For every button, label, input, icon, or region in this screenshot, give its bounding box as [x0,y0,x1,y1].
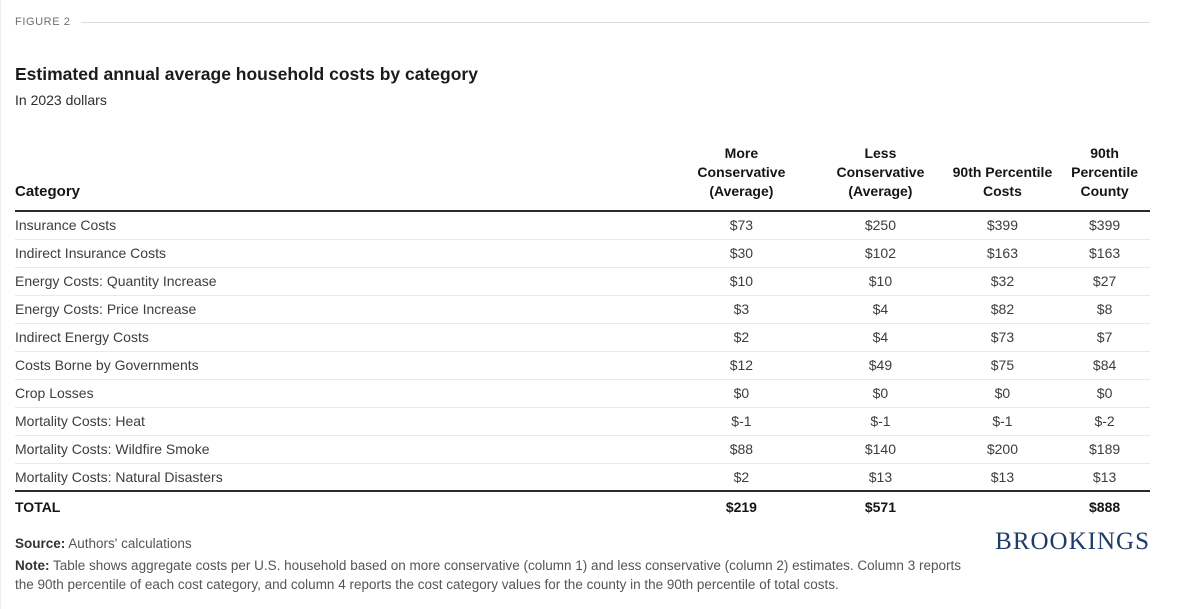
row-value: $0 [945,379,1060,408]
table-row: Costs Borne by Governments $12 $49 $75 $… [15,351,1150,380]
total-value [946,491,1060,522]
row-value: $3 [667,295,816,324]
row-value: $8 [1059,295,1150,324]
row-value: $399 [945,211,1060,240]
row-value: $0 [1059,379,1150,408]
row-category: Crop Losses [15,379,668,408]
table-header-row: Category More Conservative (Average) Les… [15,144,1150,212]
row-value: $-1 [945,407,1060,436]
row-value: $189 [1059,435,1150,464]
row-value: $75 [945,351,1060,380]
figure-footer: Source: Authors' calculations Note: Tabl… [15,528,1150,594]
row-value: $102 [815,239,946,268]
note-paragraph: Note: Table shows aggregate costs per U.… [15,557,977,594]
row-category: Insurance Costs [15,211,668,240]
table-row: Crop Losses $0 $0 $0 $0 [15,379,1150,408]
row-category: Mortality Costs: Natural Disasters [15,463,668,492]
column-header-90th-percentile-county: 90th Percentile County [1059,144,1150,212]
column-header-label: 90th Percentile County [1071,145,1139,199]
row-value: $13 [815,463,946,492]
table-row: Energy Costs: Price Increase $3 $4 $82 $… [15,295,1150,324]
source-text: Authors' calculations [68,536,192,551]
note-label: Note: [15,558,50,573]
row-value: $84 [1059,351,1150,380]
figure-header-rule [80,21,1150,23]
row-value: $13 [945,463,1060,492]
figure-label-row: FIGURE 2 [15,16,1150,28]
column-header-label: 90th Percentile Costs [952,164,1053,199]
row-value: $-1 [815,407,946,436]
page-subtitle: In 2023 dollars [15,92,107,108]
row-value: $2 [667,463,816,492]
row-value: $73 [945,323,1060,352]
row-value: $-1 [667,407,816,436]
row-value: $82 [945,295,1060,324]
table-body: Insurance Costs $73 $250 $399 $399 Indir… [15,211,1150,492]
source-label: Source: [15,536,66,551]
row-category: Indirect Energy Costs [15,323,668,352]
brookings-logo: BROOKINGS [995,528,1150,555]
row-value: $4 [815,323,946,352]
table-row: Energy Costs: Quantity Increase $10 $10 … [15,267,1150,296]
row-category: Mortality Costs: Wildfire Smoke [15,435,668,464]
row-value: $163 [945,239,1060,268]
row-value: $140 [815,435,946,464]
column-header-category: Category [15,144,668,212]
row-value: $200 [945,435,1060,464]
table-row: Indirect Insurance Costs $30 $102 $163 $… [15,239,1150,268]
row-category: Mortality Costs: Heat [15,407,668,436]
table-row: Insurance Costs $73 $250 $399 $399 [15,211,1150,240]
row-value: $250 [815,211,946,240]
row-value: $32 [945,267,1060,296]
total-label: TOTAL [15,499,61,515]
table-footer: TOTAL $219 $571 $888 [15,491,1150,522]
row-value: $73 [667,211,816,240]
table-header: Category More Conservative (Average) Les… [15,144,1150,212]
costs-table: Category More Conservative (Average) Les… [15,144,1150,522]
row-category: Indirect Insurance Costs [15,239,668,268]
row-value: $10 [667,267,816,296]
total-value: $888 [1089,499,1121,515]
row-category: Energy Costs: Price Increase [15,295,668,324]
table-row: Mortality Costs: Heat $-1 $-1 $-1 $-2 [15,407,1150,436]
row-value: $399 [1059,211,1150,240]
row-value: $0 [815,379,946,408]
column-header-label: Less Conservative (Average) [836,145,925,199]
row-value: $4 [815,295,946,324]
row-value: $88 [667,435,816,464]
row-value: $10 [815,267,946,296]
row-value: $30 [667,239,816,268]
row-value: $12 [667,351,816,380]
source-line: Source: Authors' calculations [15,536,1150,551]
row-value: $0 [667,379,816,408]
row-value: $49 [815,351,946,380]
column-header-more-conservative: More Conservative (Average) [667,144,816,212]
total-value: $219 [725,499,757,515]
row-value: $-2 [1059,407,1150,436]
figure-label: FIGURE 2 [15,16,71,28]
table-row: Indirect Energy Costs $2 $4 $73 $7 [15,323,1150,352]
row-value: $13 [1059,463,1150,492]
total-value: $571 [864,499,896,515]
table-row: Mortality Costs: Wildfire Smoke $88 $140… [15,435,1150,464]
row-value: $27 [1059,267,1150,296]
column-header-90th-percentile-costs: 90th Percentile Costs [945,144,1060,212]
row-category: Energy Costs: Quantity Increase [15,267,668,296]
figure-page: FIGURE 2 Estimated annual average househ… [1,0,1183,594]
note-text: Table shows aggregate costs per U.S. hou… [15,558,961,592]
row-value: $2 [667,323,816,352]
page-title: Estimated annual average household costs… [15,64,478,84]
row-value: $163 [1059,239,1150,268]
row-category: Costs Borne by Governments [15,351,668,380]
row-value: $7 [1059,323,1150,352]
column-header-label: More Conservative (Average) [697,145,786,199]
column-header-less-conservative: Less Conservative (Average) [815,144,946,212]
table-row: Mortality Costs: Natural Disasters $2 $1… [15,463,1150,492]
total-row: TOTAL $219 $571 $888 [15,491,1150,522]
